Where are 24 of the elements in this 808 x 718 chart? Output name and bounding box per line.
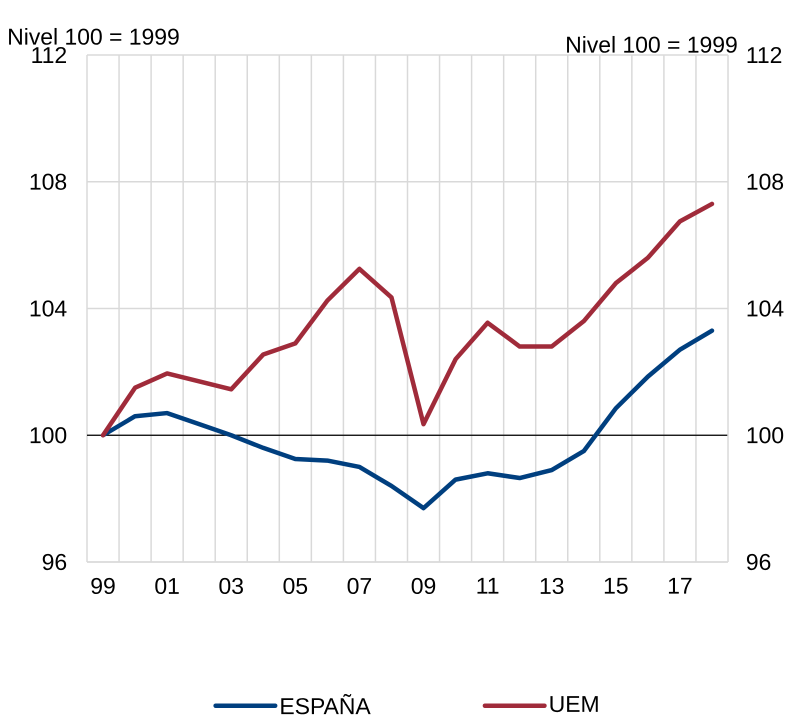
legend-label: ESPAÑA — [281, 694, 371, 714]
y-axis-title: Nivel 100 = 1999 — [9, 28, 179, 45]
y2-tick-label: 100 — [748, 427, 784, 444]
y2-tick-label: 104 — [748, 300, 784, 317]
y-tick-label: 104 — [30, 300, 66, 317]
y2-tick-label: 112 — [748, 46, 782, 63]
y2-tick-label: 96 — [746, 554, 770, 570]
x-tick-label: 15 — [604, 578, 628, 594]
y-tick-label: 100 — [30, 427, 66, 444]
x-tick-label: 99 — [91, 578, 115, 594]
y-tick-label: 96 — [42, 554, 66, 570]
x-tick-label: 01 — [155, 578, 179, 594]
y-tick-label: 108 — [30, 174, 66, 190]
y2-axis-title: Nivel 100 = 1999 — [567, 36, 737, 53]
x-tick-label: 05 — [283, 578, 308, 594]
x-tick-label: 09 — [412, 578, 436, 594]
x-tick-label: 11 — [477, 578, 498, 594]
x-tick-label: 07 — [348, 578, 372, 594]
x-tick-label: 13 — [540, 578, 564, 594]
y2-tick-label: 108 — [748, 174, 784, 190]
legend-label: UEM — [550, 696, 598, 712]
y-tick-label: 112 — [32, 46, 66, 63]
x-tick-label: 03 — [219, 578, 243, 594]
x-tick-label: 17 — [668, 578, 692, 594]
